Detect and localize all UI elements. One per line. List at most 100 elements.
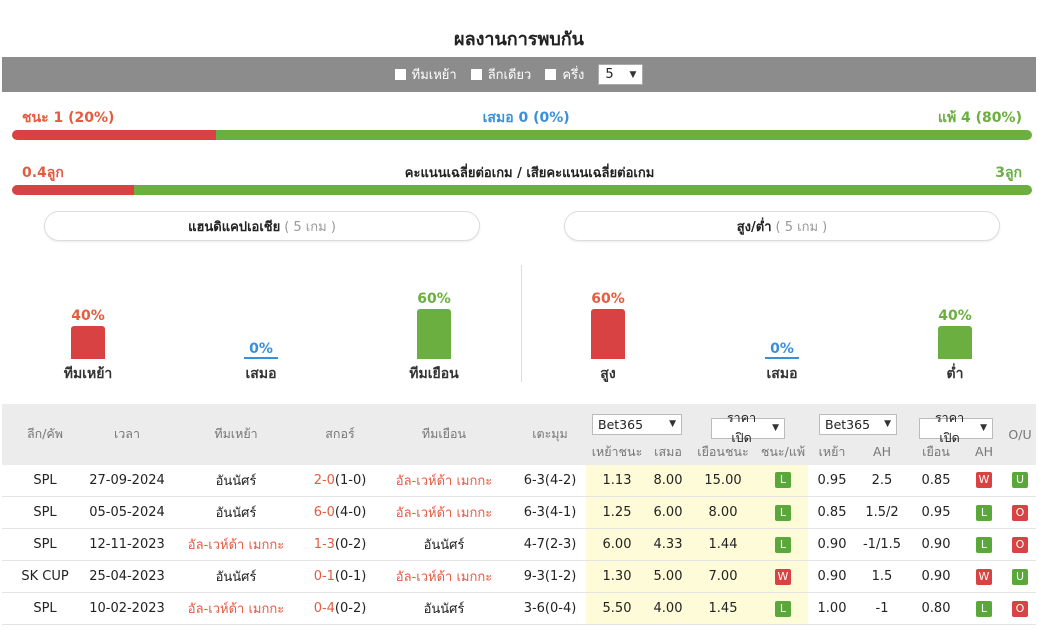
stat-bar: [71, 326, 105, 359]
col-ah-home: เหย้า: [818, 443, 846, 459]
ah-away-odds: 0.85: [908, 464, 964, 497]
chevron-down-icon: ▼: [772, 423, 779, 433]
odds-price-select[interactable]: ราคาเปิด ▼: [711, 410, 785, 445]
win-loss-badge: W: [775, 568, 791, 585]
half-time-score: (4-0): [334, 505, 367, 520]
same-league-checkbox[interactable]: [470, 69, 482, 80]
match-count-select[interactable]: 5 ▼: [598, 64, 644, 85]
league-cell: SPL: [2, 592, 88, 625]
ou-result-badge: O: [1012, 536, 1028, 553]
home-team-cell[interactable]: อันนัศร์: [166, 560, 306, 593]
ou-result-cell: U: [1004, 464, 1036, 497]
ah-away-odds: 0.90: [908, 560, 964, 593]
col-ah-away: เยือน: [922, 443, 950, 459]
ah-bookmaker-value: Bet365: [825, 416, 871, 432]
half-checkbox[interactable]: [545, 69, 557, 80]
half-time-score: (0-2): [334, 601, 367, 616]
ou-result-cell: O: [1004, 496, 1036, 529]
corner-cell: 6-3(4-1): [514, 496, 586, 529]
loss-summary: แพ้ 4 (80%): [937, 110, 1022, 126]
away-team-cell[interactable]: อัล-เวห์ด้า เมกกะ: [374, 560, 514, 593]
corner-cell: 6-3(4-2): [514, 464, 586, 497]
goals-scored-average: 0.4ลูก: [22, 165, 64, 181]
away-team-cell[interactable]: อัล-เวห์ด้า เมกกะ: [374, 464, 514, 497]
draw-odds: 6.00: [648, 496, 688, 529]
table-row[interactable]: SPL 12-11-2023 อัล-เวห์ด้า เมกกะ 1-3(0-2) อั…: [2, 528, 1036, 561]
home-win-odds: 6.00: [586, 528, 648, 561]
ah-line: 1.5/2: [856, 496, 908, 529]
col-away: ทีมเยือน: [421, 426, 467, 442]
table-row[interactable]: SPL 10-02-2023 อัล-เวห์ด้า เมกกะ 0-4(0-2) อั…: [2, 592, 1036, 625]
home-team-checkbox[interactable]: [394, 69, 406, 80]
ah-home-odds: 0.85: [808, 496, 856, 529]
full-time-score: 0-4: [313, 601, 335, 616]
goal-average-bar: [12, 185, 1032, 195]
win-bar-segment: [12, 130, 216, 140]
stat-bar: [591, 309, 625, 359]
corner-cell: 4-7(2-3): [514, 528, 586, 561]
stats-divider: [521, 265, 522, 382]
draw-odds: 4.33: [648, 528, 688, 561]
chevron-down-icon: ▼: [629, 69, 637, 80]
half-time-score: (0-2): [334, 537, 367, 552]
chevron-down-icon: ▼: [980, 423, 987, 433]
draw-odds: 8.00: [648, 464, 688, 497]
overunder-stat-0: 60% สูง: [563, 291, 653, 385]
odds-bookmaker-value: Bet365: [598, 416, 644, 432]
ou-result-cell: O: [1004, 528, 1036, 561]
asian-handicap-title: แฮนดิแคปเอเชีย: [188, 219, 281, 235]
col-draw: เสมอ: [654, 443, 682, 459]
away-team-cell[interactable]: อันนัศร์: [374, 528, 514, 561]
col-time: เวลา: [114, 426, 140, 442]
half-filter-label: ครึ่ง: [562, 68, 585, 83]
ou-result-badge: O: [1012, 504, 1028, 521]
stat-label: เสมอ: [245, 366, 277, 382]
win-loss-bar: [12, 130, 1032, 140]
half-filter[interactable]: ครึ่ง: [545, 64, 584, 85]
table-row[interactable]: SK CUP 25-04-2023 อันนัศร์ 0-1(0-1) อัล-เวห์…: [2, 560, 1036, 593]
stat-percentage: 0%: [770, 341, 794, 357]
ah-result-badge: W: [976, 472, 992, 489]
home-team-filter[interactable]: ทีมเหย้า: [394, 64, 457, 85]
home-team-cell[interactable]: อัล-เวห์ด้า เมกกะ: [166, 592, 306, 625]
page-title: ผลงานการพบกัน: [454, 29, 584, 50]
home-team-cell[interactable]: อัล-เวห์ด้า เมกกะ: [166, 528, 306, 561]
ah-price-select[interactable]: ราคาเปิด ▼: [919, 410, 993, 445]
home-team-cell[interactable]: อันนัศร์: [166, 464, 306, 497]
same-league-filter[interactable]: ลีกเดียว: [470, 64, 531, 85]
full-time-score: 6-0: [313, 505, 335, 520]
ah-result-cell: L: [964, 496, 1004, 529]
ou-result-badge: U: [1012, 472, 1028, 489]
ah-result-badge: L: [976, 536, 992, 553]
ah-result-cell: L: [964, 528, 1004, 561]
ah-book-select-cell: Bet365 ▼: [808, 404, 908, 439]
ah-result-cell: W: [964, 560, 1004, 593]
ah-home-odds: 0.90: [808, 528, 856, 561]
date-cell: 12-11-2023: [88, 528, 166, 561]
table-row[interactable]: SPL 05-05-2024 อันนัศร์ 6-0(4-0) อัล-เวห์ด้า…: [2, 496, 1036, 529]
table-row[interactable]: SPL 27-09-2024 อันนัศร์ 2-0(1-0) อัล-เวห์ด้า…: [2, 464, 1036, 497]
away-team-cell[interactable]: อันนัศร์: [374, 592, 514, 625]
stat-percentage: 40%: [938, 308, 972, 324]
win-loss-badge: L: [775, 472, 791, 489]
win-loss-badge: L: [775, 600, 791, 617]
col-ah: AH: [873, 444, 891, 459]
ah-bookmaker-select[interactable]: Bet365 ▼: [819, 413, 897, 435]
chevron-down-icon: ▼: [669, 419, 676, 430]
odds-bookmaker-select[interactable]: Bet365 ▼: [592, 413, 682, 435]
score-cell: 2-0(1-0): [306, 464, 374, 497]
score-cell: 6-0(4-0): [306, 496, 374, 529]
home-team-cell[interactable]: อันนัศร์: [166, 496, 306, 529]
ou-result-badge: U: [1012, 568, 1028, 585]
stat-percentage: 40%: [71, 308, 105, 324]
away-team-cell[interactable]: อัล-เวห์ด้า เมกกะ: [374, 496, 514, 529]
ah-result-badge: L: [976, 600, 992, 617]
stat-label: ทีมเหย้า: [63, 366, 113, 382]
win-loss-badge: L: [775, 536, 791, 553]
stat-percentage: 60%: [591, 291, 625, 307]
ah-line: -1: [856, 592, 908, 625]
away-win-odds: 7.00: [688, 560, 758, 593]
league-cell: SPL: [2, 528, 88, 561]
full-time-score: 2-0: [313, 472, 335, 488]
asian-handicap-games: ( 5 เกม ): [284, 219, 336, 235]
